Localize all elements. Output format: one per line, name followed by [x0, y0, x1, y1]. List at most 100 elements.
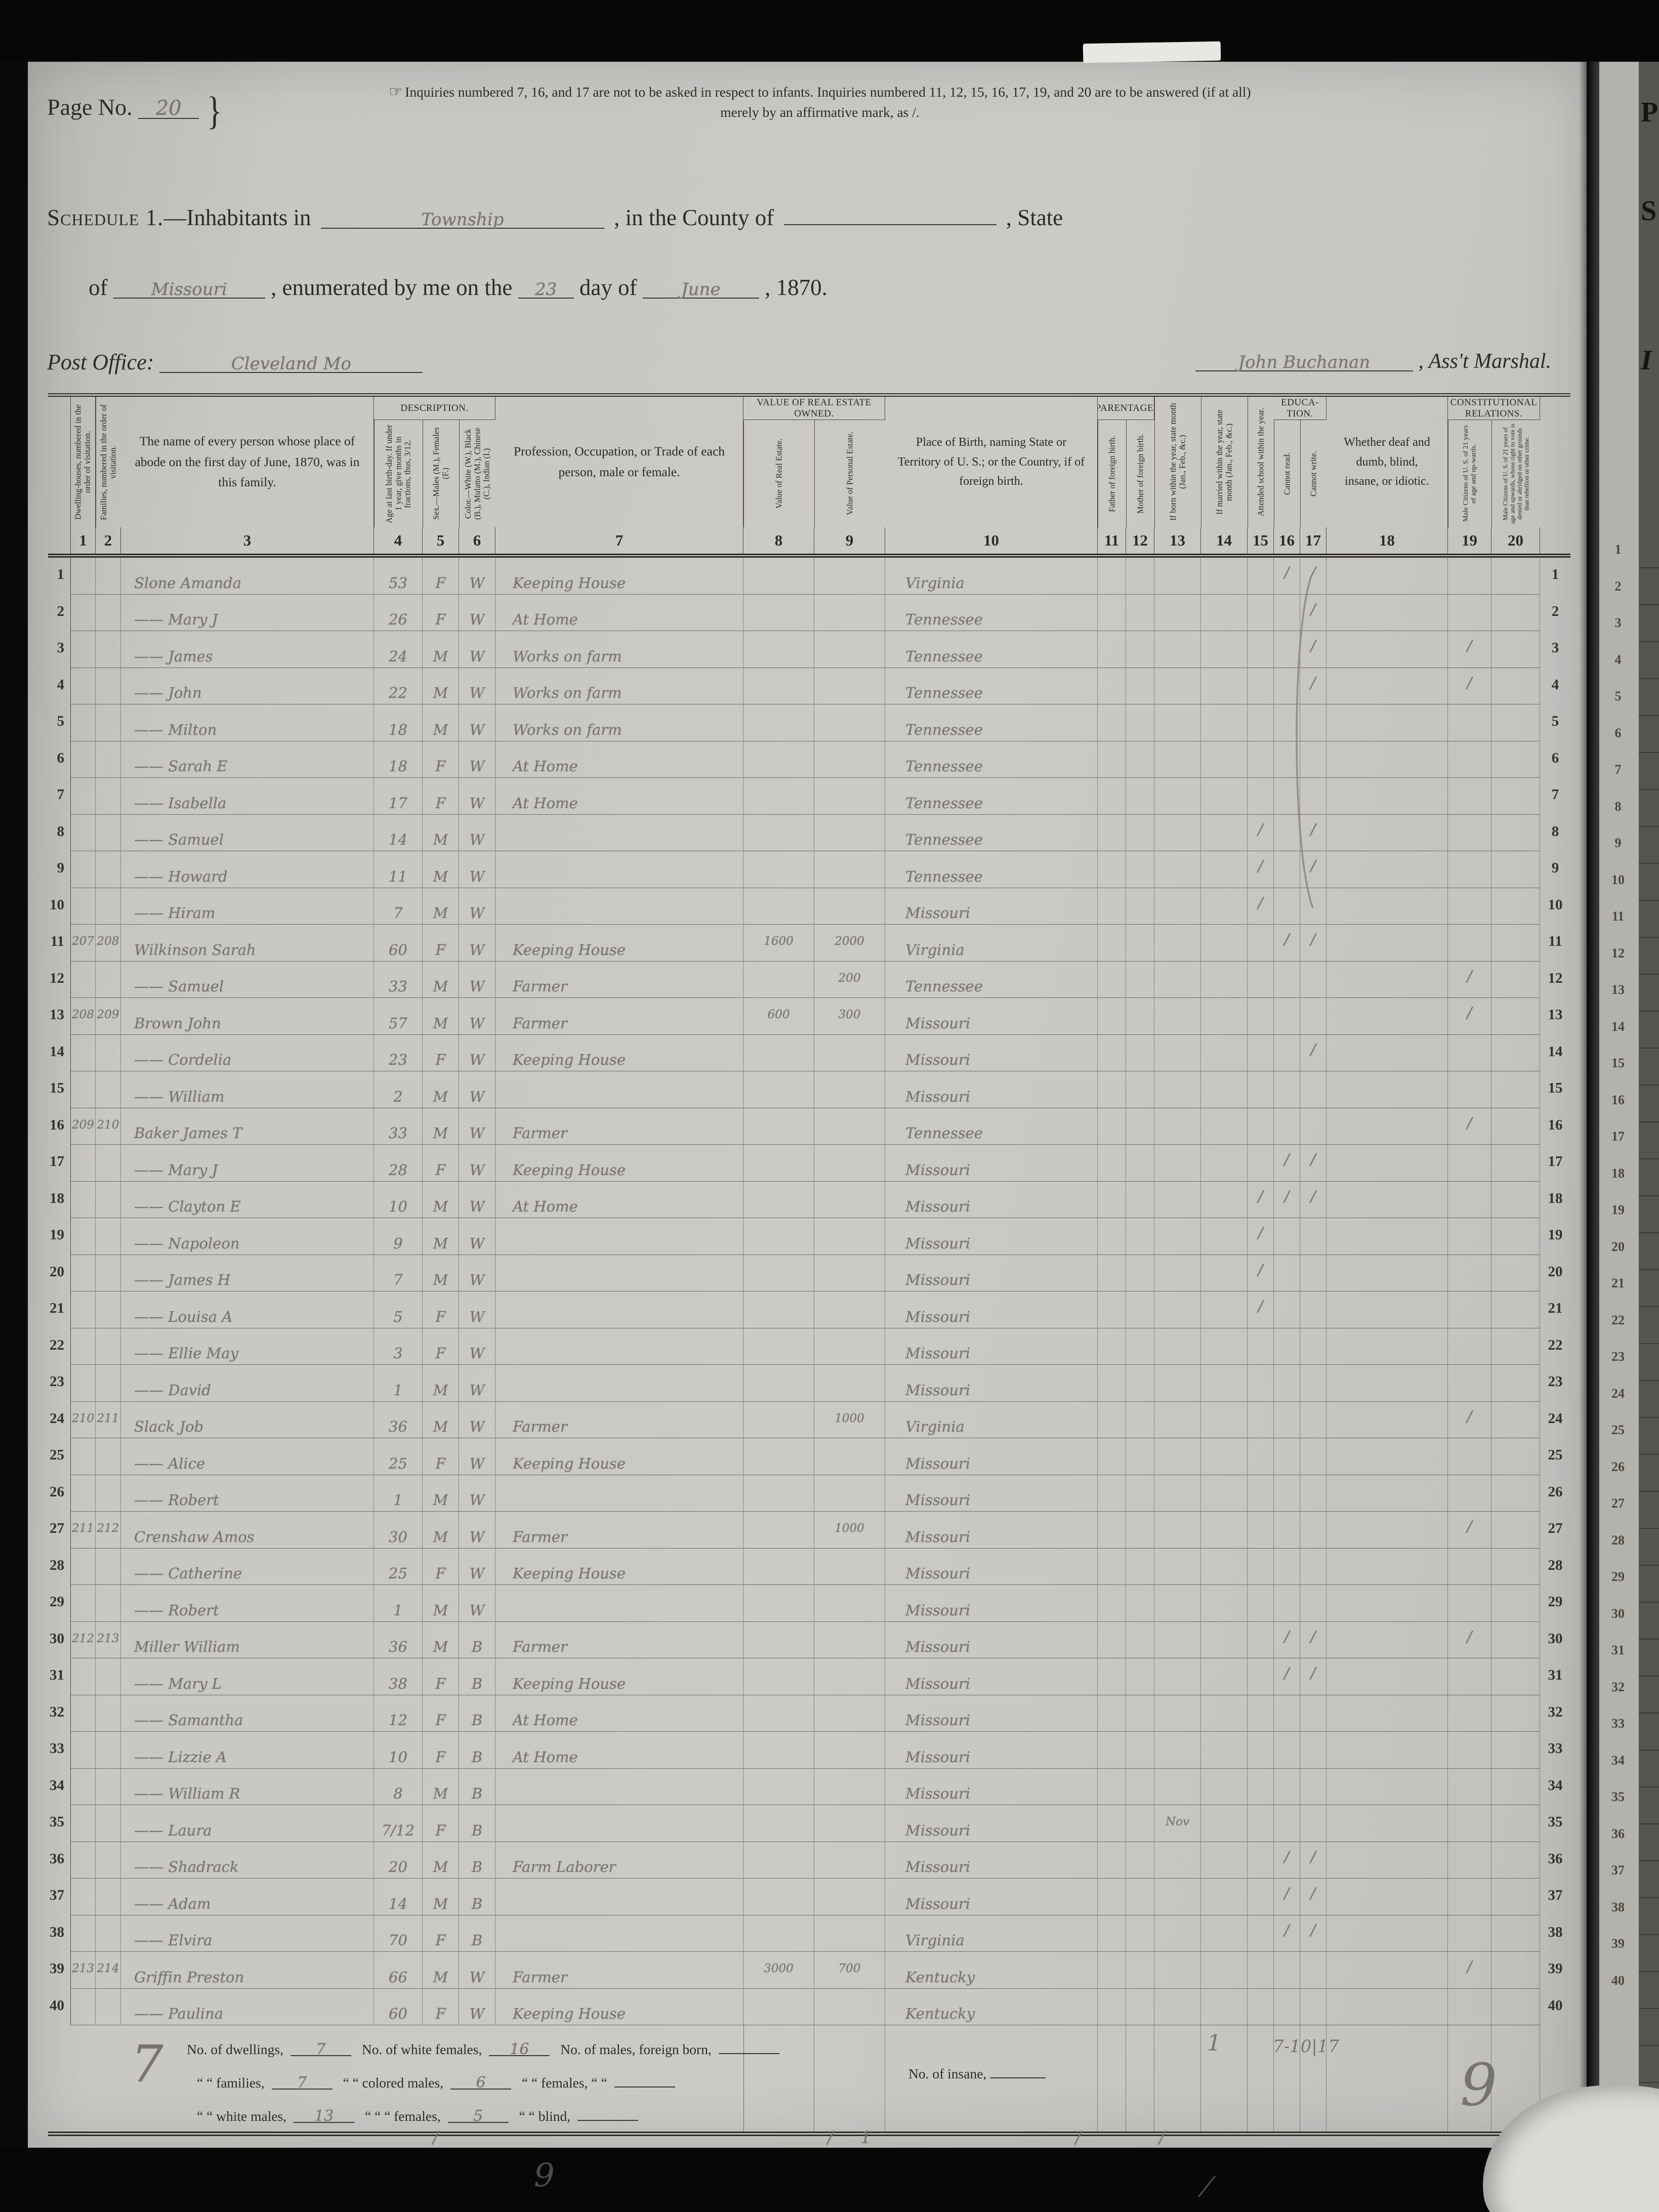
person-name: —— James H — [121, 1255, 374, 1291]
personal-estate-value — [814, 851, 885, 888]
occupation: Farmer — [495, 1108, 743, 1145]
real-estate-value — [743, 888, 814, 925]
dwelling-number — [70, 667, 96, 704]
mother-foreign-mark — [1126, 1842, 1154, 1879]
color: B — [459, 1695, 495, 1732]
personal-estate-value — [814, 1585, 885, 1622]
father-foreign-mark — [1098, 1988, 1126, 2025]
male-citizen-mark — [1448, 1328, 1491, 1365]
summary-pencil-7: 7 — [131, 2034, 163, 2094]
birthplace: Tennessee — [885, 704, 1098, 741]
col-13-number: 13 — [1154, 527, 1201, 554]
citizen-denied-mark — [1491, 851, 1540, 888]
deaf-dumb-note — [1326, 851, 1448, 888]
cannot-write-mark: / — [1300, 1034, 1326, 1071]
blind-label: “ “ blind, — [519, 2108, 571, 2124]
born-month — [1154, 1365, 1201, 1402]
col-14-header: If married within the year, state month … — [1201, 397, 1248, 527]
table-row: 26 —— Robert 1 M W Missouri 26 — [48, 1475, 1570, 1512]
families-value: 7 — [297, 2073, 307, 2092]
mother-foreign-mark — [1126, 594, 1154, 631]
dwelling-number — [70, 1181, 96, 1218]
col-5-header: Sex.—Males (M.), Females (F.) — [423, 420, 459, 527]
birthplace: Tennessee — [885, 814, 1098, 851]
person-name: —— Samuel — [121, 814, 374, 851]
citizen-denied-mark — [1491, 631, 1540, 668]
birthplace: Missouri — [885, 1695, 1098, 1732]
stray-mark: / — [827, 2127, 834, 2148]
rownum-left: 12 — [50, 970, 64, 986]
dwelling-number — [70, 1842, 96, 1879]
family-number — [96, 1768, 121, 1805]
adjacent-rownum: 37 — [1611, 1863, 1625, 1877]
personal-estate-value: 1000 — [814, 1401, 885, 1438]
table-row: 5 —— Milton 18 M W Works on farm Tennessee 5 — [48, 704, 1570, 741]
rownum-right: 14 — [1548, 1043, 1563, 1060]
family-number — [96, 741, 121, 778]
adjacent-rownum: 30 — [1611, 1606, 1625, 1621]
white-males-label: “ “ white males, — [197, 2108, 287, 2124]
cannot-write-mark — [1300, 1291, 1326, 1328]
father-foreign-mark — [1098, 1879, 1126, 1915]
father-foreign-mark — [1098, 1401, 1126, 1438]
family-number — [96, 1658, 121, 1695]
person-name: —— William — [121, 1071, 374, 1108]
sex: F — [423, 594, 459, 631]
sex: F — [423, 1145, 459, 1182]
real-estate-value — [743, 1585, 814, 1622]
age: 20 — [374, 1842, 423, 1879]
attended-school-mark: / — [1248, 814, 1274, 851]
citizen-denied-mark — [1491, 1768, 1540, 1805]
dwelling-number — [70, 741, 96, 778]
adjacent-rownum: 5 — [1614, 689, 1622, 703]
post-office-label: Post Office: — [47, 350, 154, 374]
deaf-dumb-note — [1326, 1915, 1448, 1952]
citizen-denied-mark — [1491, 1658, 1540, 1695]
born-month — [1154, 1108, 1201, 1145]
dwelling-number: 208 — [70, 998, 96, 1035]
color: W — [459, 998, 495, 1035]
male-citizen-mark: / — [1448, 667, 1491, 704]
rownum-right: 26 — [1548, 1483, 1563, 1500]
color: B — [459, 1621, 495, 1658]
real-estate-value — [743, 1034, 814, 1071]
birthplace: Tennessee — [885, 631, 1098, 668]
birthplace: Missouri — [885, 1805, 1098, 1842]
color: W — [459, 851, 495, 888]
rownum-right: 7 — [1551, 786, 1559, 803]
father-foreign-mark — [1098, 594, 1126, 631]
married-month — [1201, 1328, 1248, 1365]
age: 18 — [374, 704, 423, 741]
col-4-header: Age at last birth-day. If under 1 year, … — [374, 420, 423, 527]
brace-glyph: } — [206, 89, 222, 133]
male-citizen-mark: / — [1448, 1401, 1491, 1438]
person-name: —— Cordelia — [121, 1034, 374, 1071]
attended-school-mark — [1248, 1842, 1274, 1879]
personal-estate-value — [814, 1879, 885, 1915]
real-estate-value — [743, 1548, 814, 1585]
personal-estate-value — [814, 1255, 885, 1291]
sex: M — [423, 851, 459, 888]
citizen-denied-mark — [1491, 778, 1540, 815]
father-foreign-mark — [1098, 1915, 1126, 1952]
cannot-write-mark — [1300, 1585, 1326, 1622]
cannot-write-mark — [1300, 1365, 1326, 1402]
family-number: 210 — [96, 1108, 121, 1145]
age: 60 — [374, 1988, 423, 2025]
rownum-right: 11 — [1548, 933, 1562, 950]
occupation — [495, 1218, 743, 1255]
birthplace: Missouri — [885, 1328, 1098, 1365]
citizen-denied-mark — [1491, 558, 1540, 595]
family-number — [96, 1695, 121, 1732]
stray-pencil-marks: / / 1 / / — [48, 2127, 1570, 2148]
attended-school-mark — [1248, 594, 1274, 631]
age: 60 — [374, 925, 423, 962]
post-office-line: Post Office: Cleveland Mo — [47, 349, 423, 375]
deaf-dumb-note — [1326, 1512, 1448, 1549]
personal-estate-value — [814, 1988, 885, 2025]
occupation — [495, 1768, 743, 1805]
mother-foreign-mark — [1126, 1512, 1154, 1549]
schedule-label: Schedule 1. — [47, 205, 164, 230]
deaf-dumb-note — [1326, 1328, 1448, 1365]
attended-school-mark — [1248, 1768, 1274, 1805]
